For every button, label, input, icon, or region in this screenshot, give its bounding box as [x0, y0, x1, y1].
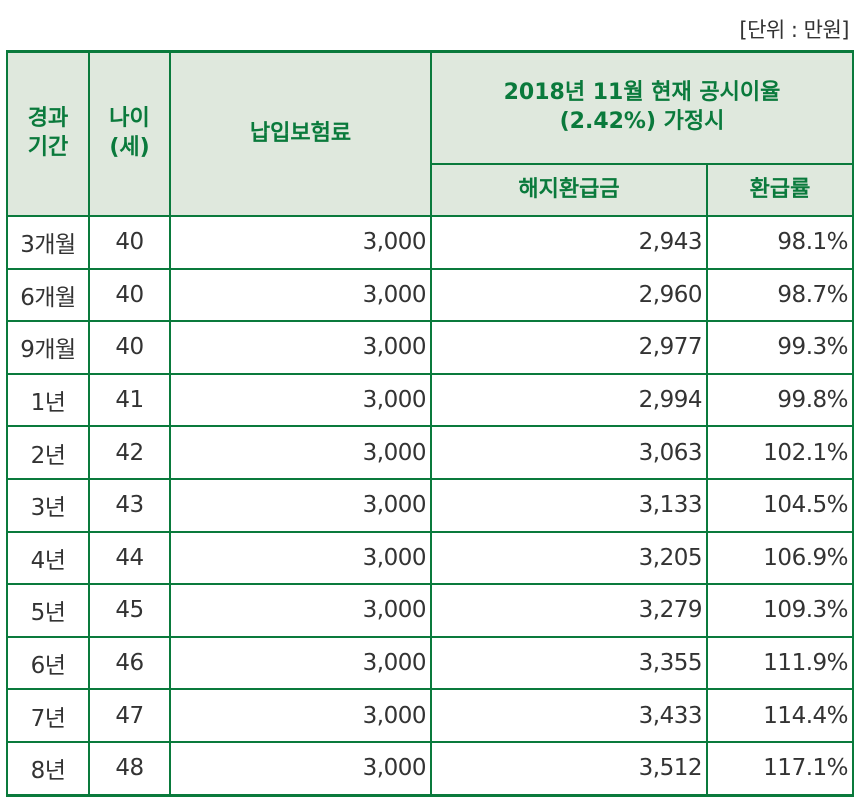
table-body: 3개월 40 3,000 2,943 98.1% 6개월 40 3,000 2,960 98.7%…	[6, 215, 854, 797]
cell-premium: 3,000	[169, 267, 432, 323]
cell-rate: 99.8%	[706, 372, 854, 428]
table-row: 9개월 40 3,000 2,977 99.3%	[6, 320, 854, 375]
cell-refund: 3,512	[430, 740, 708, 797]
cell-age: 48	[88, 740, 171, 797]
cell-refund: 3,433	[430, 688, 708, 743]
cell-rate: 109.3%	[706, 583, 854, 638]
cell-period: 1년	[6, 372, 90, 428]
unit-label: [단위 : 만원]	[739, 18, 849, 42]
cell-refund: 3,279	[430, 583, 708, 638]
cell-premium: 3,000	[169, 372, 432, 428]
cell-refund: 3,205	[430, 530, 708, 586]
table-row: 4년 44 3,000 3,205 106.9%	[6, 530, 854, 586]
cell-rate: 106.9%	[706, 530, 854, 586]
cell-refund: 2,977	[430, 320, 708, 375]
table-row: 3개월 40 3,000 2,943 98.1%	[6, 215, 854, 270]
cell-period: 8년	[6, 740, 90, 797]
cell-premium: 3,000	[169, 583, 432, 638]
cell-rate: 114.4%	[706, 688, 854, 743]
cell-period: 6개월	[6, 267, 90, 323]
table-header: 경과 기간 나이 (세) 납입보험료 2018년 11월 현재 공시이율 (2.42%…	[6, 50, 854, 217]
refund-table: 경과 기간 나이 (세) 납입보험료 2018년 11월 현재 공시이율 (2.42%…	[6, 50, 854, 797]
table-row: 3년 43 3,000 3,133 104.5%	[6, 477, 854, 533]
cell-age: 43	[88, 477, 171, 533]
header-period: 경과 기간	[6, 50, 90, 217]
cell-period: 9개월	[6, 320, 90, 375]
table-row: 1년 41 3,000 2,994 99.8%	[6, 372, 854, 428]
table-row: 5년 45 3,000 3,279 109.3%	[6, 583, 854, 638]
cell-rate: 102.1%	[706, 425, 854, 480]
cell-refund: 3,063	[430, 425, 708, 480]
cell-premium: 3,000	[169, 320, 432, 375]
cell-period: 3개월	[6, 215, 90, 270]
cell-rate: 104.5%	[706, 477, 854, 533]
cell-rate: 99.3%	[706, 320, 854, 375]
cell-refund: 3,133	[430, 477, 708, 533]
table-row: 6개월 40 3,000 2,960 98.7%	[6, 267, 854, 323]
cell-age: 42	[88, 425, 171, 480]
table-row: 8년 48 3,000 3,512 117.1%	[6, 740, 854, 797]
cell-age: 45	[88, 583, 171, 638]
header-scenario: 2018년 11월 현재 공시이율 (2.42%) 가정시	[430, 50, 854, 165]
cell-period: 6년	[6, 635, 90, 691]
cell-premium: 3,000	[169, 425, 432, 480]
cell-rate: 117.1%	[706, 740, 854, 797]
table-row: 7년 47 3,000 3,433 114.4%	[6, 688, 854, 743]
header-rate: 환급률	[706, 163, 854, 217]
cell-age: 46	[88, 635, 171, 691]
cell-age: 40	[88, 320, 171, 375]
cell-period: 3년	[6, 477, 90, 533]
cell-age: 47	[88, 688, 171, 743]
cell-refund: 2,943	[430, 215, 708, 270]
header-refund: 해지환급금	[430, 163, 708, 217]
cell-premium: 3,000	[169, 477, 432, 533]
header-age: 나이 (세)	[88, 50, 171, 217]
header-premium: 납입보험료	[169, 50, 432, 217]
table-row: 2년 42 3,000 3,063 102.1%	[6, 425, 854, 480]
cell-premium: 3,000	[169, 215, 432, 270]
cell-age: 44	[88, 530, 171, 586]
cell-premium: 3,000	[169, 530, 432, 586]
cell-age: 41	[88, 372, 171, 428]
cell-age: 40	[88, 215, 171, 270]
cell-period: 4년	[6, 530, 90, 586]
cell-premium: 3,000	[169, 635, 432, 691]
cell-refund: 2,960	[430, 267, 708, 323]
cell-period: 2년	[6, 425, 90, 480]
cell-period: 7년	[6, 688, 90, 743]
cell-rate: 111.9%	[706, 635, 854, 691]
cell-refund: 3,355	[430, 635, 708, 691]
cell-period: 5년	[6, 583, 90, 638]
cell-refund: 2,994	[430, 372, 708, 428]
table-row: 6년 46 3,000 3,355 111.9%	[6, 635, 854, 691]
cell-premium: 3,000	[169, 688, 432, 743]
cell-age: 40	[88, 267, 171, 323]
cell-premium: 3,000	[169, 740, 432, 797]
cell-rate: 98.7%	[706, 267, 854, 323]
cell-rate: 98.1%	[706, 215, 854, 270]
